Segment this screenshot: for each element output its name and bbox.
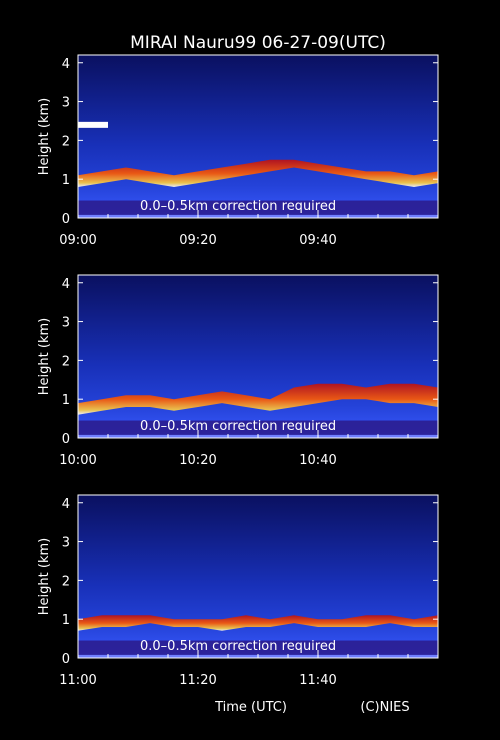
surface-band	[78, 200, 438, 217]
y-tick-label: 0	[62, 432, 70, 447]
y-tick-label: 0	[62, 652, 70, 667]
x-tick-label: 09:00	[59, 233, 96, 248]
correction-note: 0.0–0.5km correction required	[140, 199, 336, 214]
x-tick-label: 09:40	[299, 233, 336, 248]
panel-1100: 0 1 2 3 4 11:00 11:20 11:40 Height (km) 0.0–0.5km…	[37, 494, 439, 688]
y-axis-label: Height (km)	[37, 318, 52, 395]
plot-background	[78, 55, 438, 218]
panel-1000: 0 1 2 3 4 10:00 10:20 10:40 Height (km) 0.0–0.5km…	[37, 274, 439, 468]
x-tick-label: 11:00	[59, 673, 96, 688]
x-axis-label: Time (UTC)	[214, 700, 287, 715]
correction-note: 0.0–0.5km correction required	[140, 639, 336, 654]
plot-background	[78, 275, 438, 438]
y-tick-label: 2	[62, 134, 70, 149]
x-tick-label: 11:40	[299, 673, 336, 688]
surface-band	[78, 420, 438, 437]
x-tick-label: 10:00	[59, 453, 96, 468]
x-tick-label: 10:40	[299, 453, 336, 468]
x-tick-label: 10:20	[179, 453, 216, 468]
y-tick-label: 3	[62, 536, 70, 551]
y-tick-label: 2	[62, 574, 70, 589]
y-axis-label: Height (km)	[37, 98, 52, 175]
y-tick-label: 4	[62, 57, 70, 72]
y-tick-label: 1	[62, 173, 70, 188]
y-tick-label: 1	[62, 393, 70, 408]
y-tick-label: 2	[62, 354, 70, 369]
plot-background	[78, 495, 438, 658]
y-tick-label: 3	[62, 316, 70, 331]
credit-label: (C)NIES	[360, 700, 409, 715]
y-tick-label: 4	[62, 497, 70, 512]
cloud-layer	[78, 383, 438, 415]
y-tick-label: 1	[62, 613, 70, 628]
y-axis-label: Height (km)	[37, 538, 52, 615]
y-tick-label: 0	[62, 212, 70, 227]
chart-title: MIRAI Nauru99 06-27-09(UTC)	[130, 33, 386, 53]
panel-0900: 0 1 2 3 4 09:00 09:20 09:40 Height (km) 0.0–0.5km…	[37, 54, 439, 248]
correction-note: 0.0–0.5km correction required	[140, 419, 336, 434]
surface-band	[78, 640, 438, 657]
y-tick-label: 4	[62, 277, 70, 292]
cloud-layer	[78, 159, 438, 187]
high-cloud-layer	[78, 121, 108, 128]
x-tick-label: 11:20	[179, 673, 216, 688]
x-tick-label: 09:20	[179, 233, 216, 248]
y-tick-label: 3	[62, 96, 70, 111]
cloud-layer	[78, 615, 438, 631]
